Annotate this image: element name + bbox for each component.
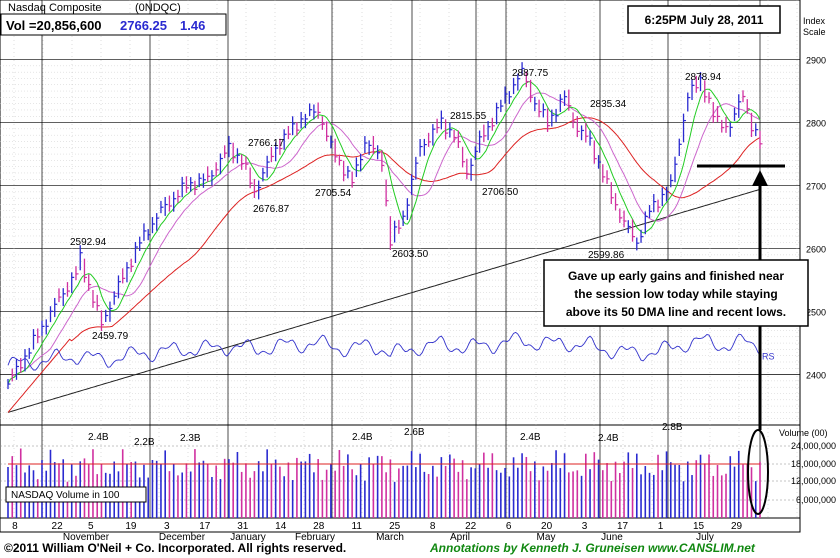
ma200-line	[7, 188, 761, 413]
price-tick-label: 2600	[806, 245, 826, 255]
volume-readout: Vol =20,856,600	[6, 18, 102, 33]
annotation-line-1: Gave up early gains and finished near	[568, 269, 784, 283]
month-label: January	[230, 532, 266, 543]
date-tick-label: 31	[237, 521, 249, 532]
volume-highlight-ellipse	[747, 429, 769, 515]
rs-line	[7, 331, 761, 371]
month-label: February	[295, 532, 335, 543]
date-tick-label: 17	[617, 521, 629, 532]
price-label: 2766.17	[248, 138, 285, 149]
volume-panel-label: NASDAQ Volume in 100	[11, 490, 120, 501]
volume-label: 2.4B	[88, 432, 109, 443]
date-tick-label: 6	[506, 521, 512, 532]
date-tick-label: 17	[199, 521, 211, 532]
price-tick-label: 2700	[806, 182, 826, 192]
annotation-credit: Annotations by Kenneth J. Gruneisen www.…	[429, 541, 756, 555]
price-label: 2599.86	[588, 250, 625, 261]
date-tick-label: 25	[389, 521, 401, 532]
volume-label: 2.8B	[662, 422, 683, 433]
copyright: ©2011 William O'Neil + Co. Incorporated.…	[4, 541, 346, 555]
timestamp-box	[627, 5, 781, 34]
price-tick-label: 2500	[806, 308, 826, 318]
volume-tick-label: 18,000,000	[791, 459, 836, 469]
date-tick-label: 3	[582, 521, 588, 532]
grid	[0, 0, 800, 518]
date-axis-strip	[0, 517, 801, 533]
index-symbol: (0NDQC)	[135, 2, 181, 14]
price-label: 2676.87	[253, 204, 290, 215]
volume-label: 2.4B	[598, 433, 619, 444]
volume-axis-title: Volume (00)	[779, 428, 828, 438]
volume-label: 2.4B	[352, 432, 373, 443]
volume-label-box	[5, 486, 147, 503]
moving-average-lines: RS	[7, 81, 775, 413]
month-label: June	[601, 532, 623, 543]
month-label: July	[696, 532, 714, 543]
volume-bars	[7, 448, 761, 518]
date-tick-label: 1	[658, 521, 664, 532]
date-tick-label: 5	[88, 521, 94, 532]
date-tick-label: 20	[541, 521, 553, 532]
ma10-line	[7, 81, 761, 385]
annotation-line-3: above its 50 DMA line and recent lows.	[566, 305, 786, 319]
price-readout: 2766.25	[120, 18, 167, 33]
price-labels: 2592.94 2459.79 2766.17 2676.87 2705.54 2603.…	[70, 68, 722, 342]
price-label: 2705.54	[315, 188, 352, 199]
date-tick-label: 15	[693, 521, 705, 532]
price-label: 2459.79	[92, 331, 129, 342]
month-label: December	[159, 532, 206, 543]
volume-labels: 2.4B 2.2B 2.3B 2.4B 2.6B 2.4B 2.4B 2.8B	[88, 422, 683, 448]
annotation-box	[543, 259, 809, 327]
date-tick-label: 3	[164, 521, 170, 532]
date-tick-label: 14	[275, 521, 287, 532]
month-label: April	[450, 532, 470, 543]
volume-label: 2.4B	[520, 432, 541, 443]
price-label: 2706.50	[482, 187, 519, 198]
date-tick-label: 8	[430, 521, 436, 532]
price-label: 2815.55	[450, 111, 487, 122]
price-label: 2603.50	[392, 249, 429, 260]
date-tick-label: 22	[465, 521, 477, 532]
quote-box	[0, 13, 227, 36]
volume-tick-label: 6,000,000	[796, 495, 836, 505]
volume-label: 2.6B	[404, 427, 425, 438]
date-axis: 8 22 5 19 3 17 31 14 28 11 25 8 22 6 20 3 17 1 15 29 Novembe…	[12, 521, 742, 543]
ma21-line	[7, 92, 761, 385]
volume-tick-label: 24,000,000	[791, 441, 836, 451]
date-tick-label: 22	[52, 521, 64, 532]
price-label: 2835.34	[590, 99, 627, 110]
month-label: November	[63, 532, 110, 543]
annotation-line-2: the session low today while staying	[574, 287, 777, 301]
price-axis: 2400 2500 2600 2700 2800 2900	[806, 56, 826, 381]
index-name: Nasdaq Composite	[8, 2, 102, 14]
price-label: 2592.94	[70, 237, 107, 248]
date-tick-label: 19	[125, 521, 137, 532]
price-tick-label: 2400	[806, 371, 826, 381]
month-label: March	[376, 532, 404, 543]
price-label: 2887.75	[512, 68, 549, 79]
date-tick-label: 11	[352, 521, 363, 532]
volume-label: 2.2B	[134, 437, 155, 448]
date-tick-label: 29	[731, 521, 743, 532]
price-tick-label: 2900	[806, 56, 826, 66]
timestamp: 6:25PM July 28, 2011	[645, 13, 764, 27]
volume-label: 2.3B	[180, 433, 201, 444]
index-scale-label-2: Scale	[803, 27, 826, 37]
pointer-arrow-head	[752, 170, 768, 186]
volume-tick-label: 12,000,000	[791, 476, 836, 486]
ma50-line	[7, 117, 761, 413]
rs-label: RS	[762, 351, 775, 361]
change-readout: 1.46	[180, 18, 205, 33]
price-label: 2878.94	[685, 72, 722, 83]
index-scale-label: Index	[803, 16, 826, 26]
date-tick-label: 28	[313, 521, 325, 532]
date-tick-label: 8	[12, 521, 18, 532]
price-tick-label: 2800	[806, 119, 826, 129]
price-bars	[7, 62, 763, 390]
month-label: May	[537, 532, 556, 543]
